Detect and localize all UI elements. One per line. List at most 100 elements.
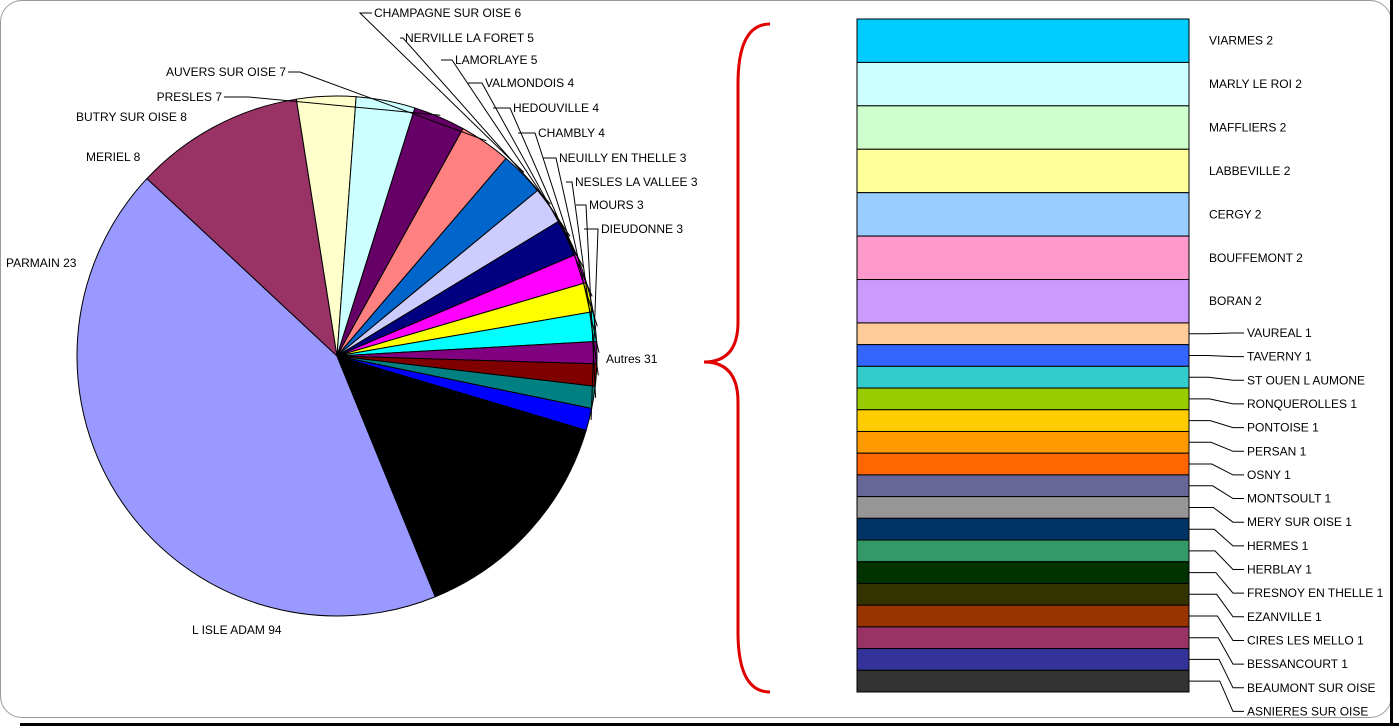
bar-label-pontoise: PONTOISE 1 (1247, 421, 1319, 435)
bar-segment-maffliers (856, 105, 1190, 150)
bar-segment-fresnoy-en-thelle (856, 561, 1190, 584)
bar-leader-cires-les-mello (1189, 615, 1244, 641)
bar-label-osny: OSNY 1 (1247, 468, 1291, 482)
leader-line-presles (224, 96, 441, 116)
bar-label-vaureal: VAUREAL 1 (1247, 326, 1312, 340)
bar-label-hermes: HERMES 1 (1247, 539, 1309, 553)
bar-leader-asnieres-sur-oise (1189, 680, 1244, 712)
bar-label-mery-sur-oise: MERY SUR OISE 1 (1247, 515, 1352, 529)
bar-label-asnieres-sur-oise: ASNIERES SUR OISE (1247, 704, 1368, 718)
bar-segment-beaumont-sur-oise (856, 648, 1190, 671)
pie-label-dieudonne: DIEUDONNE 3 (601, 222, 683, 236)
pie-slices (76, 95, 598, 617)
bar-leader-st-ouen-l-aumone (1189, 376, 1244, 381)
bar-label-cires-les-mello: CIRES LES MELLO 1 (1247, 634, 1364, 648)
bar-segment-ezanville (856, 582, 1190, 606)
pie-label-butry-sur-oise: BUTRY SUR OISE 8 (76, 110, 187, 124)
bar-leader-herblay (1189, 550, 1244, 570)
pie-label-lamorlaye: LAMORLAYE 5 (455, 53, 538, 67)
bar-segment-boran (856, 279, 1190, 324)
bar-segment-cergy (856, 192, 1190, 237)
bar-label-maffliers: MAFFLIERS 2 (1209, 121, 1287, 135)
bar-leader-bessancourt (1189, 637, 1244, 665)
frame-right-edge (1390, 0, 1393, 726)
bar-label-beaumont-sur-oise: BEAUMONT SUR OISE (1247, 681, 1375, 695)
bar-segment-bessancourt (856, 626, 1190, 650)
bar-segment-cires-les-mello (856, 604, 1190, 628)
pie-label-hedouville: HEDOUVILLE 4 (513, 101, 599, 115)
bar-segment-osny (856, 452, 1190, 476)
pie-label-nerville-la-foret: NERVILLE LA FORET 5 (405, 31, 534, 45)
bar-label-boran: BORAN 2 (1209, 294, 1262, 308)
bar-segment-vaureal (856, 322, 1190, 346)
bar-leader-vaureal (1189, 332, 1244, 335)
leader-line-dieudonne (584, 228, 599, 421)
pie-label-mours: MOURS 3 (589, 198, 644, 212)
bar-labels: VIARMES 2 MARLY LE ROI 2 MAFFLIERS 2 LABBEV… (1189, 34, 1384, 718)
bar-leader-ezanville (1189, 593, 1244, 618)
pie-slice-l-isle-adam (76, 177, 436, 617)
bar-segment-montsoult (856, 474, 1190, 498)
leader-line-lamorlaye (441, 59, 571, 237)
leader-line-nesles-la-vallee (566, 181, 599, 376)
bar-segment-bouffemont (856, 235, 1190, 281)
bar-label-persan: PERSAN 1 (1247, 444, 1307, 458)
bar-segment-ronquerolles (856, 387, 1190, 411)
bar-segment-hermes (856, 517, 1190, 541)
bar-segments (856, 18, 1190, 693)
bar-leader-mery-sur-oise (1189, 507, 1244, 523)
pie-slice-parmain (146, 98, 338, 358)
bar-label-viarmes: VIARMES 2 (1209, 34, 1273, 48)
leader-line-hedouville (493, 107, 593, 297)
pie-label-auvers-sur-oise: AUVERS SUR OISE 7 (166, 65, 286, 79)
leader-line-auvers-sur-oise (288, 71, 487, 142)
bar-leader-ronquerolles (1189, 398, 1244, 405)
bar-segment-asnieres-sur-oise (856, 669, 1190, 693)
bar-label-bouffemont: BOUFFEMONT 2 (1209, 251, 1303, 265)
bar-leader-taverny (1189, 355, 1244, 358)
pie-label-l-isle-adam: L ISLE ADAM 94 (192, 623, 282, 637)
bar-segment-st-ouen-l-aumone (856, 365, 1190, 389)
pie-label-nesles-la-vallee: NESLES LA VALLEE 3 (575, 175, 698, 189)
bar-segment-viarmes (856, 18, 1190, 63)
bar-segment-pontoise (856, 409, 1190, 432)
pie-label-chambly: CHAMBLY 4 (538, 126, 605, 140)
bar-segment-marly-le-roi (856, 61, 1190, 107)
bar-leader-montsoult (1189, 485, 1244, 499)
bar-label-montsoult: MONTSOULT 1 (1247, 492, 1332, 506)
bar-segment-labbeville (856, 148, 1190, 194)
bar-leader-pontoise (1189, 420, 1244, 429)
frame-bottom-edge (20, 723, 1399, 726)
bar-leader-beaumont-sur-oise (1189, 658, 1244, 689)
bar-segment-mery-sur-oise (856, 496, 1190, 519)
leader-line-champagne-sur-oise (358, 12, 525, 173)
leader-line-valmondois (468, 82, 585, 268)
bar-label-st-ouen-l-aumone: ST OUEN L AUMONE (1247, 373, 1365, 387)
leader-line-chambly (518, 132, 598, 327)
bar-leader-persan (1189, 441, 1244, 452)
pie-label-parmain: PARMAIN 23 (6, 256, 77, 270)
bar-label-fresnoy-en-thelle: FRESNOY EN THELLE 1 (1247, 586, 1384, 600)
bar-label-taverny: TAVERNY 1 (1247, 350, 1312, 364)
bar-segment-herblay (856, 539, 1190, 563)
bar-segment-persan (856, 430, 1190, 454)
bar-label-ronquerolles: RONQUEROLLES 1 (1247, 397, 1357, 411)
pie-label-champagne-sur-oise: CHAMPAGNE SUR OISE 6 (374, 6, 521, 20)
bar-segment-taverny (856, 344, 1190, 367)
bar-label-herblay: HERBLAY 1 (1247, 563, 1312, 577)
leader-line-nerville-la-foret (400, 37, 551, 205)
bar-leader-fresnoy-en-thelle (1189, 572, 1244, 594)
pie-label-meriel: MERIEL 8 (86, 150, 141, 164)
pie-label-presles: PRESLES 7 (157, 90, 223, 104)
bar-label-ezanville: EZANVILLE 1 (1247, 610, 1322, 624)
bar-label-cergy: CERGY 2 (1209, 207, 1262, 221)
pie-label-neuilly-en-thelle: NEUILLY EN THELLE 3 (559, 151, 687, 165)
bar-label-bessancourt: BESSANCOURT 1 (1247, 657, 1348, 671)
bar-label-labbeville: LABBEVILLE 2 (1209, 164, 1291, 178)
bar-leader-hermes (1189, 528, 1244, 547)
leader-line-neuilly-en-thelle (543, 157, 600, 353)
pie-slice-autres (336, 355, 587, 598)
pie-labels: L ISLE ADAM 94 PARMAIN 23 MERIEL 8 BUTRY SU… (6, 6, 698, 637)
bar-leader-osny (1189, 463, 1244, 476)
